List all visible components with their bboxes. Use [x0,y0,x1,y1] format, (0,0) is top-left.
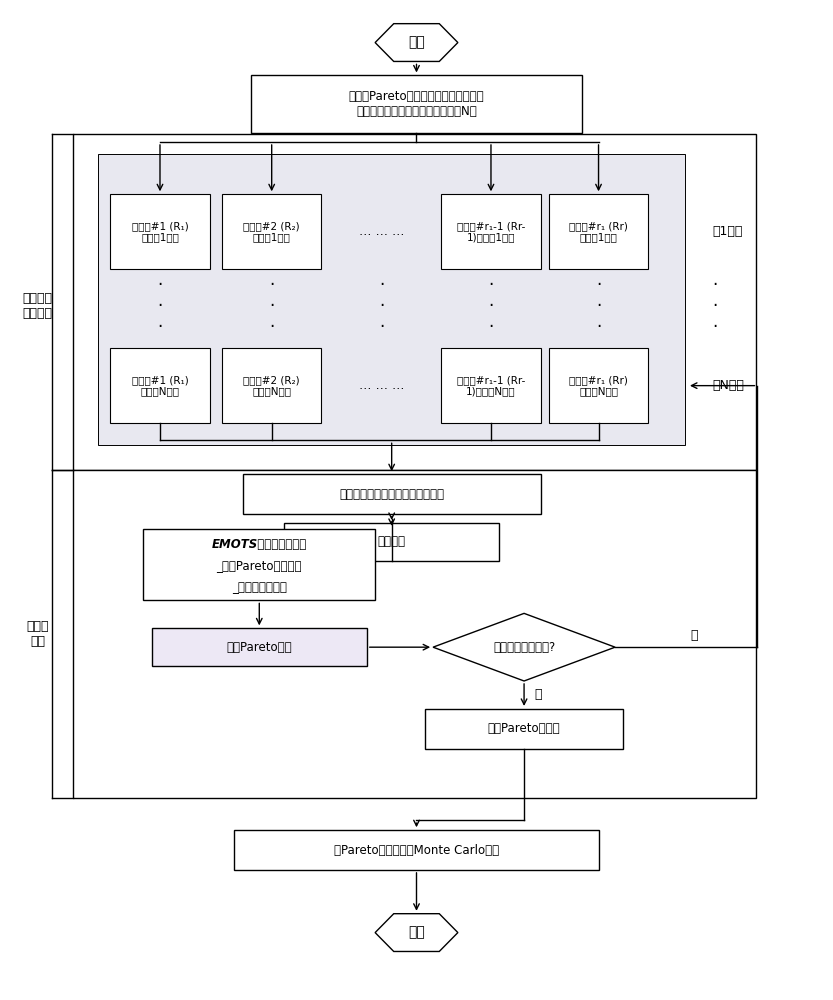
Text: 否: 否 [691,629,698,642]
Text: 初始化Pareto解集过滤器、个体函数库
随机生成初始初始种群（种群大小N）: 初始化Pareto解集过滤器、个体函数库 随机生成初始初始种群（种群大小N） [349,90,484,118]
Text: 多目标
进化: 多目标 进化 [27,620,49,648]
Polygon shape [433,613,615,681]
FancyBboxPatch shape [441,348,541,423]
FancyBboxPatch shape [152,628,367,666]
Text: ·
·
·: · · · [596,276,601,336]
Text: 第1个体: 第1个体 [713,225,743,238]
FancyBboxPatch shape [425,709,623,749]
Text: ·
·
·: · · · [269,276,274,336]
FancyBboxPatch shape [549,348,648,423]
FancyBboxPatch shape [234,830,599,870]
Polygon shape [375,914,458,951]
Text: 用实现#r₁-1 (Rr-
1)评价第N个体: 用实现#r₁-1 (Rr- 1)评价第N个体 [456,375,525,396]
FancyBboxPatch shape [222,194,322,269]
Text: 对Pareto最优解进行Monte Carlo分析: 对Pareto最优解进行Monte Carlo分析 [334,844,499,857]
Text: 是: 是 [534,688,541,701]
FancyBboxPatch shape [251,75,582,133]
Text: ·
·
·: · · · [379,276,384,336]
Text: 归档个体: 归档个体 [377,535,406,548]
Text: ·
·
·: · · · [157,276,162,336]
Text: 用实现#2 (R₂)
评价第N个体: 用实现#2 (R₂) 评价第N个体 [243,375,300,396]
Text: 是否满足停止标准?: 是否满足停止标准? [493,641,555,654]
FancyBboxPatch shape [73,470,756,798]
Text: _随机Pareto控制排序: _随机Pareto控制排序 [217,559,302,572]
Text: … … …: … … … [359,379,405,392]
Text: 输出Pareto最优解: 输出Pareto最优解 [488,722,561,735]
Text: … … …: … … … [359,225,405,238]
FancyBboxPatch shape [549,194,648,269]
Text: 目标函数
随机评价: 目标函数 随机评价 [22,292,52,320]
Text: 第N个体: 第N个体 [713,379,745,392]
Text: ·
·
·: · · · [488,276,494,336]
Text: EMOTS多目标进化操作: EMOTS多目标进化操作 [212,538,307,551]
FancyBboxPatch shape [98,154,686,445]
FancyBboxPatch shape [284,523,499,561]
FancyBboxPatch shape [143,529,375,600]
FancyBboxPatch shape [73,134,756,470]
Text: 开始: 开始 [408,36,425,50]
Text: 用实现#1 (R₁)
评价第1个体: 用实现#1 (R₁) 评价第1个体 [132,221,188,242]
Text: _随机小生境技术: _随机小生境技术 [232,581,287,594]
Text: 用实现#2 (R₂)
评价第1个体: 用实现#2 (R₂) 评价第1个体 [243,221,300,242]
Text: 计算个体目标函数值的期望和方差: 计算个体目标函数值的期望和方差 [339,488,444,501]
FancyBboxPatch shape [110,194,210,269]
FancyBboxPatch shape [222,348,322,423]
Text: 用实现#r₁ (Rr)
评价第1个体: 用实现#r₁ (Rr) 评价第1个体 [569,221,628,242]
Text: ·
·
·: · · · [713,276,718,336]
Text: 用实现#r₁-1 (Rr-
1)评价第1个体: 用实现#r₁-1 (Rr- 1)评价第1个体 [456,221,525,242]
FancyBboxPatch shape [441,194,541,269]
Polygon shape [375,24,458,61]
FancyBboxPatch shape [110,348,210,423]
Text: 结束: 结束 [408,926,425,940]
Text: 用实现#1 (R₁)
评价第N个体: 用实现#1 (R₁) 评价第N个体 [132,375,188,396]
Text: 用实现#r₁ (Rr)
评价第N个体: 用实现#r₁ (Rr) 评价第N个体 [569,375,628,396]
Text: 更新Pareto解集: 更新Pareto解集 [227,641,292,654]
FancyBboxPatch shape [242,474,541,514]
